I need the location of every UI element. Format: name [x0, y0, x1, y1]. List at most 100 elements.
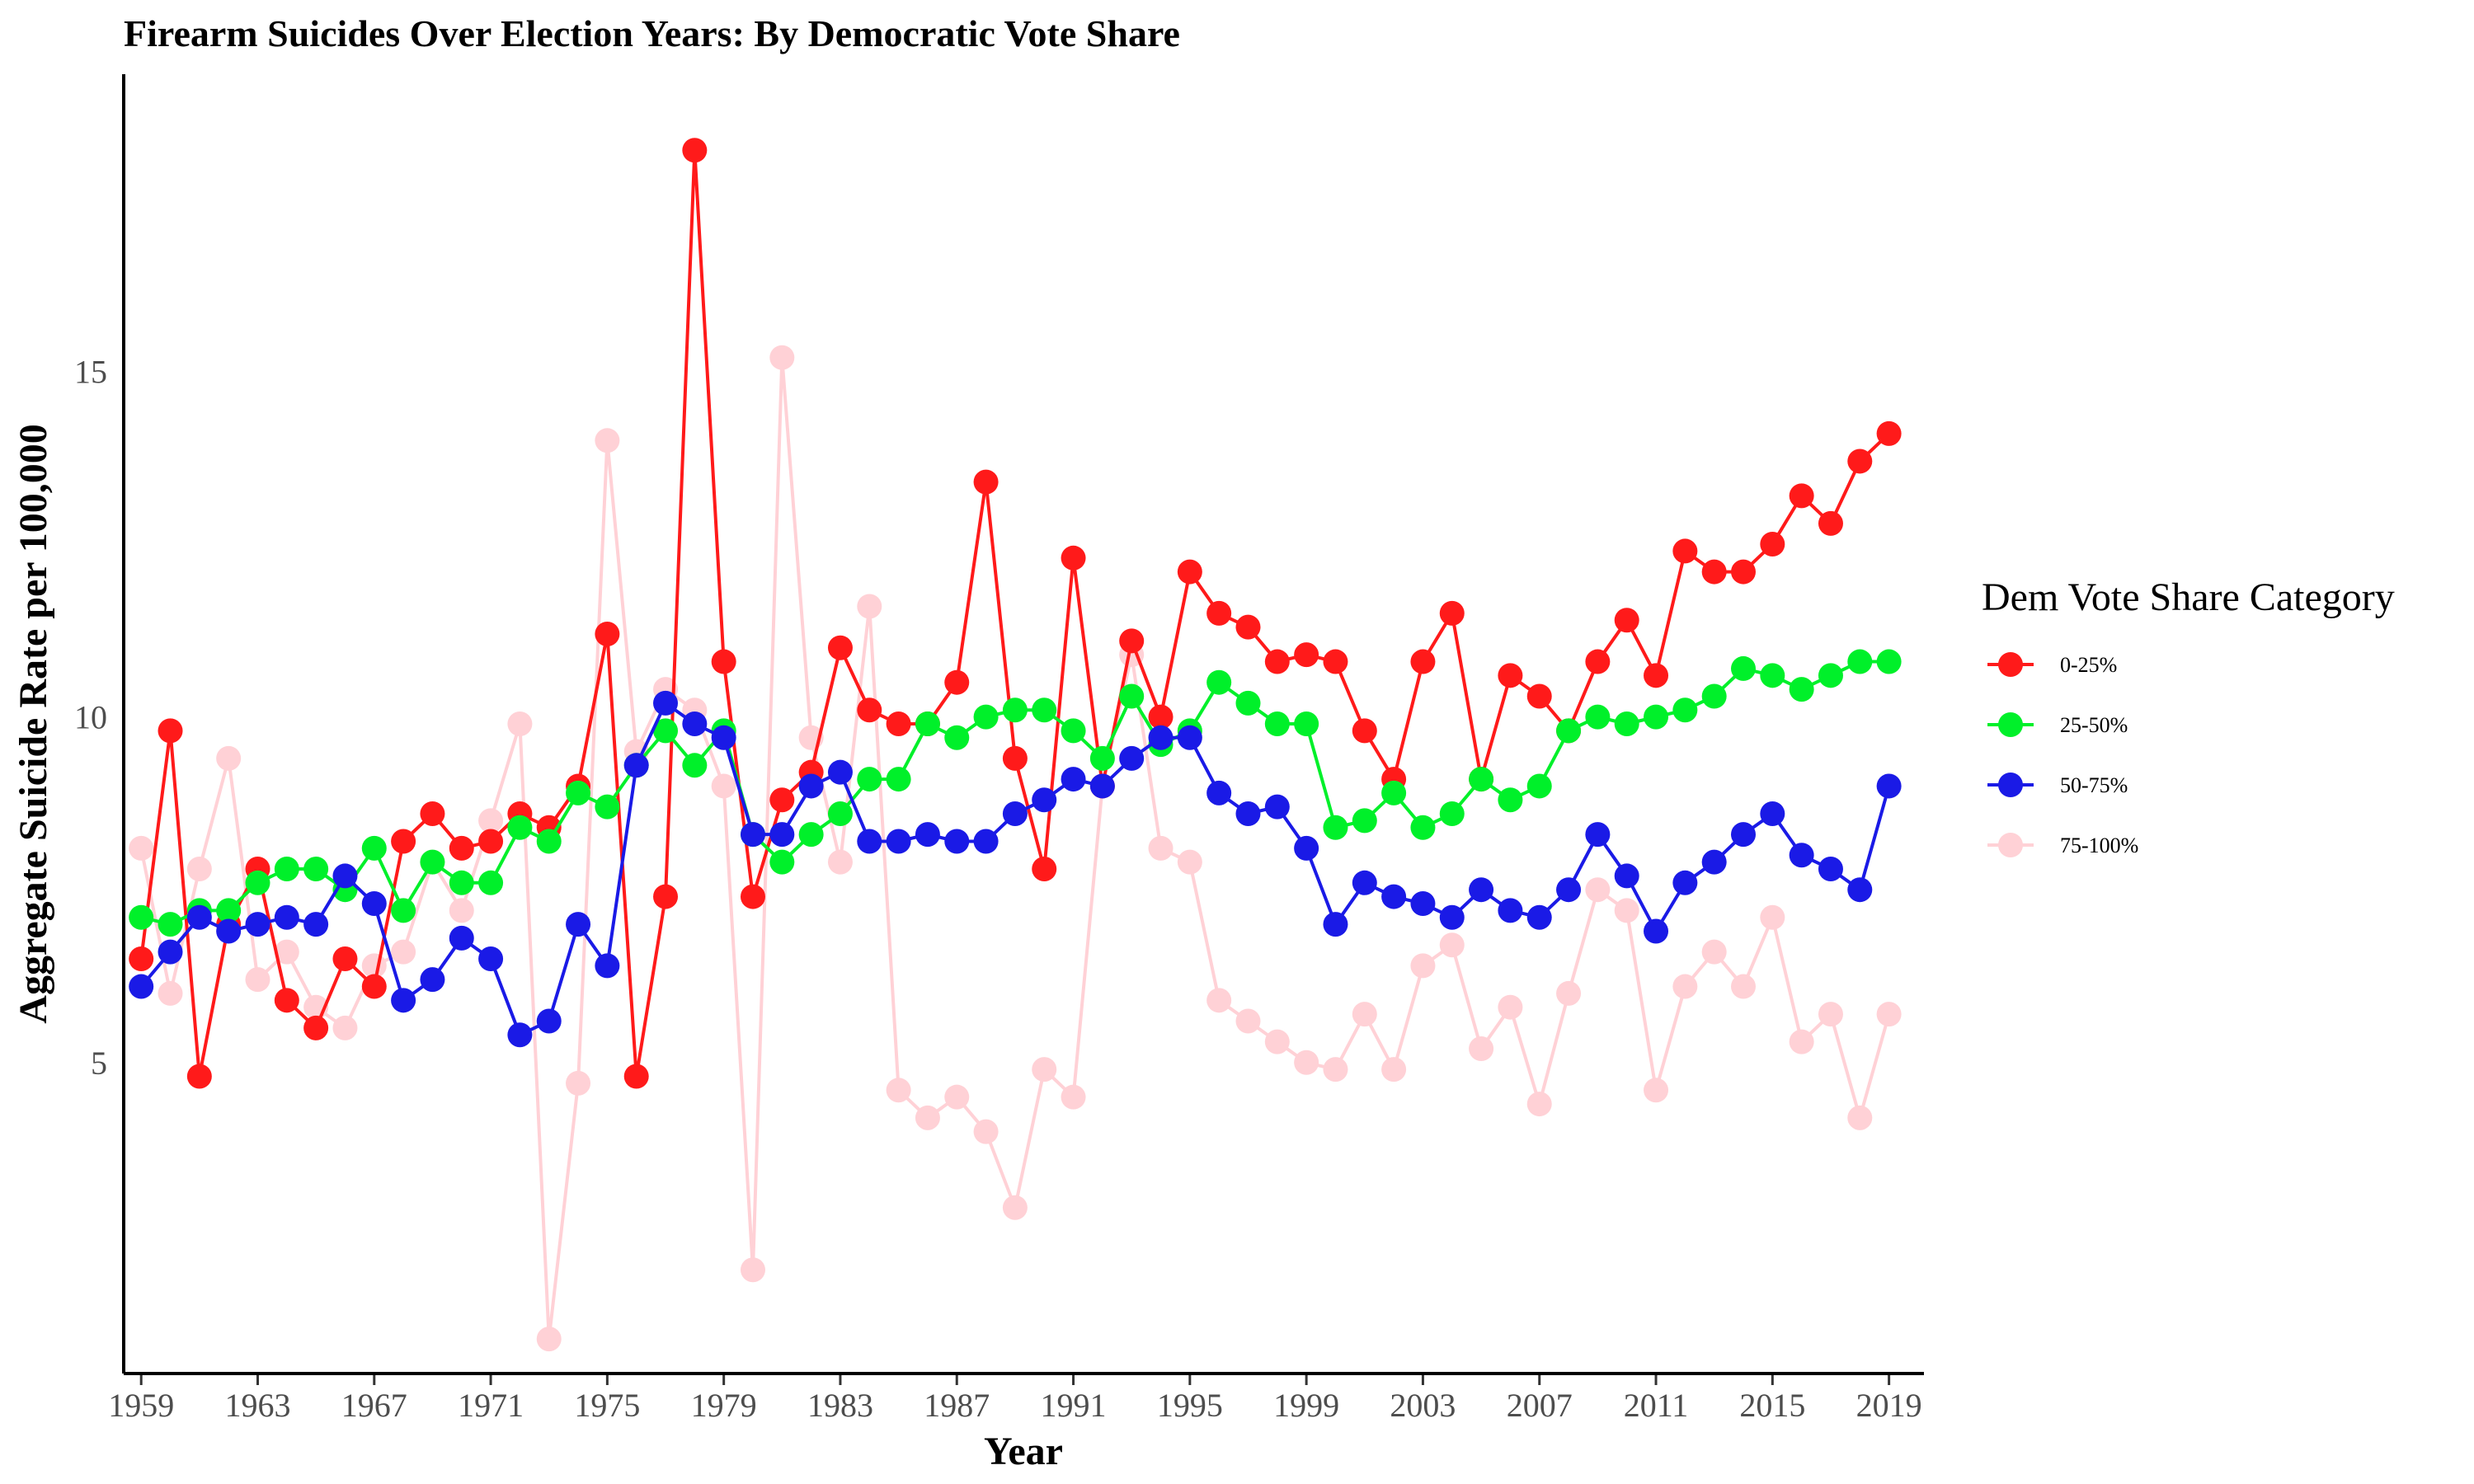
data-point [1730, 822, 1756, 848]
x-tick-label: 2019 [1856, 1387, 1922, 1424]
data-point [478, 829, 504, 854]
data-point [1177, 849, 1202, 875]
legend-item-0-25: 0-25% [1987, 652, 2117, 677]
series-group [129, 138, 1902, 1352]
data-point [1498, 994, 1523, 1020]
legend: Dem Vote Share Category 0-25% 25-50% 50-75… [1982, 575, 2395, 857]
data-point [332, 1015, 358, 1040]
data-point [1760, 904, 1785, 930]
data-point [886, 1078, 911, 1103]
data-point [595, 953, 620, 979]
data-point [857, 829, 882, 854]
data-point [420, 849, 445, 875]
data-point [682, 711, 708, 736]
data-point [1410, 815, 1436, 840]
data-point [1294, 642, 1319, 668]
data-point [1381, 1057, 1407, 1082]
x-tick-label: 1967 [341, 1387, 407, 1424]
data-point [1061, 767, 1086, 792]
data-point [1876, 1002, 1902, 1027]
data-point [1294, 1050, 1319, 1075]
data-point [1352, 1002, 1377, 1027]
data-point [1469, 877, 1494, 903]
data-point [391, 939, 416, 965]
data-point [1439, 932, 1465, 958]
data-point [827, 801, 853, 826]
data-point [1789, 843, 1814, 868]
data-point [420, 801, 445, 826]
data-point [1760, 532, 1785, 557]
data-point [1585, 704, 1611, 730]
data-point [216, 745, 242, 771]
data-point [1526, 1092, 1552, 1117]
data-point [1701, 683, 1727, 709]
legend-key-dot [1998, 712, 2023, 737]
data-point [944, 829, 970, 854]
data-point [1148, 704, 1174, 730]
data-point [1526, 683, 1552, 709]
data-point [216, 898, 242, 923]
data-point [1352, 718, 1377, 744]
data-point [274, 904, 299, 930]
legend-key-dot [1998, 773, 2023, 797]
data-point [973, 1119, 999, 1144]
data-point [566, 1070, 591, 1096]
data-point [1439, 904, 1465, 930]
chart-title: Firearm Suicides Over Election Years: By… [124, 12, 1180, 54]
data-point [1789, 483, 1814, 509]
data-point [1089, 773, 1115, 799]
data-point [740, 1257, 765, 1283]
data-point [478, 870, 504, 895]
data-point [1294, 835, 1319, 861]
data-point [449, 925, 474, 951]
data-point [420, 967, 445, 993]
data-point [245, 870, 270, 895]
data-point [1002, 1195, 1028, 1220]
data-point [1876, 420, 1902, 446]
data-point [1672, 974, 1698, 999]
data-point [1847, 1105, 1873, 1130]
x-tick-label: 1971 [458, 1387, 524, 1424]
x-axis-title: Year [984, 1430, 1063, 1473]
legend-title: Dem Vote Share Category [1982, 575, 2395, 619]
data-point [1818, 857, 1843, 882]
data-point [886, 767, 911, 792]
data-point [1264, 794, 1290, 819]
data-point [1119, 745, 1145, 771]
legend-item-25-50: 25-50% [1987, 712, 2128, 737]
data-point [973, 829, 999, 854]
data-point [944, 725, 970, 750]
legend-key-dot [1998, 652, 2023, 677]
data-point [1148, 725, 1174, 750]
legend-key-dot [1998, 833, 2023, 857]
data-point [536, 1008, 562, 1034]
data-point [186, 1064, 212, 1089]
data-point [158, 939, 183, 965]
data-point [653, 690, 679, 716]
data-point [827, 849, 853, 875]
data-point [1410, 649, 1436, 674]
data-point [1498, 898, 1523, 923]
data-point [1701, 849, 1727, 875]
data-point [1818, 1002, 1843, 1027]
data-point [361, 974, 387, 999]
data-point [857, 594, 882, 619]
data-point [886, 711, 911, 736]
data-point [1061, 718, 1086, 744]
x-tick-label: 1959 [108, 1387, 174, 1424]
y-axis-ticks: 5 10 15 [74, 353, 107, 1081]
data-point [1701, 939, 1727, 965]
data-point [303, 912, 329, 937]
data-point [449, 898, 474, 923]
data-point [1730, 974, 1756, 999]
data-point [1352, 870, 1377, 895]
series-50-75 [129, 690, 1902, 1048]
data-point [1585, 822, 1611, 848]
data-point [478, 808, 504, 834]
data-point [1644, 704, 1669, 730]
data-point [711, 773, 736, 799]
data-point [1148, 835, 1174, 861]
legend-items: 0-25% 25-50% 50-75% 75-100% [1987, 652, 2138, 857]
data-point [1789, 1029, 1814, 1054]
